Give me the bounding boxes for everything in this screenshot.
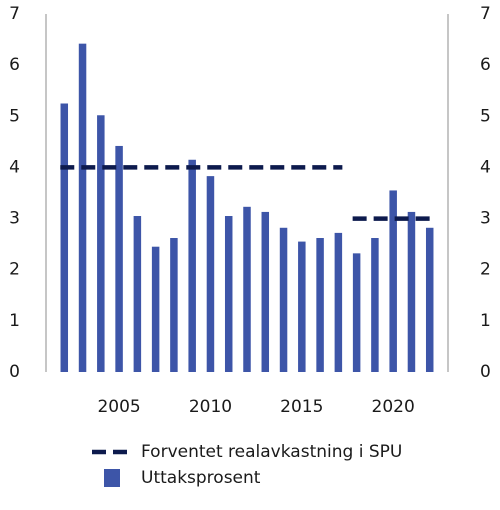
bar-2007 <box>151 246 160 372</box>
bar-2020 <box>389 190 397 372</box>
y-tick-left: 3 <box>9 209 20 229</box>
y-axis-left: 0 1 2 3 4 5 6 7 <box>9 4 20 382</box>
y-tick-left: 7 <box>9 4 20 24</box>
bar-2022 <box>425 227 434 372</box>
legend-label-expected-return: Forventet realavkastning i SPU <box>141 442 402 462</box>
y-tick-right: 2 <box>480 260 491 280</box>
y-tick-left: 5 <box>9 106 20 126</box>
y-tick-right: 4 <box>480 157 491 177</box>
bar-2015 <box>298 241 306 372</box>
y-tick-left: 4 <box>9 157 20 177</box>
legend: Forventet realavkastning i SPU Uttakspros… <box>92 442 402 488</box>
bar-2004 <box>97 115 105 373</box>
bar-2014 <box>279 227 288 372</box>
bar-2016 <box>316 238 324 372</box>
x-axis: 2005 2010 2015 2020 <box>97 397 414 417</box>
bar-2012 <box>243 206 251 372</box>
bar-2013 <box>261 211 270 372</box>
x-tick-label: 2010 <box>189 397 232 417</box>
bar-2018 <box>352 253 361 372</box>
bar-2017 <box>334 232 343 372</box>
bar-2011 <box>224 216 233 372</box>
bar-2008 <box>170 238 178 372</box>
y-tick-right: 0 <box>480 362 491 382</box>
bar-2006 <box>133 216 142 372</box>
y-tick-right: 5 <box>480 106 491 126</box>
bar-2003 <box>78 43 87 373</box>
x-tick-label: 2020 <box>372 397 415 417</box>
plot-frame <box>45 14 449 372</box>
bar-2019 <box>371 238 379 372</box>
bar-2021 <box>407 211 416 372</box>
y-tick-right: 7 <box>480 4 491 24</box>
x-tick-label: 2005 <box>97 397 140 417</box>
y-axis-right: 0 1 2 3 4 5 6 7 <box>480 4 491 382</box>
bar-2009 <box>188 159 196 372</box>
bar-2010 <box>206 176 215 372</box>
y-tick-right: 6 <box>480 55 491 75</box>
y-tick-right: 1 <box>480 311 491 331</box>
legend-swatch-withdrawal <box>104 469 120 487</box>
line-series <box>60 165 434 221</box>
bar-2005 <box>115 145 123 372</box>
legend-label-withdrawal: Uttaksprosent <box>141 468 261 488</box>
bar-2002 <box>60 103 69 372</box>
y-tick-left: 0 <box>9 362 20 382</box>
y-tick-left: 1 <box>9 311 20 331</box>
y-tick-left: 2 <box>9 260 20 280</box>
y-tick-right: 3 <box>480 209 491 229</box>
x-tick-label: 2015 <box>280 397 323 417</box>
bar-series <box>60 43 434 373</box>
y-tick-left: 6 <box>9 55 20 75</box>
